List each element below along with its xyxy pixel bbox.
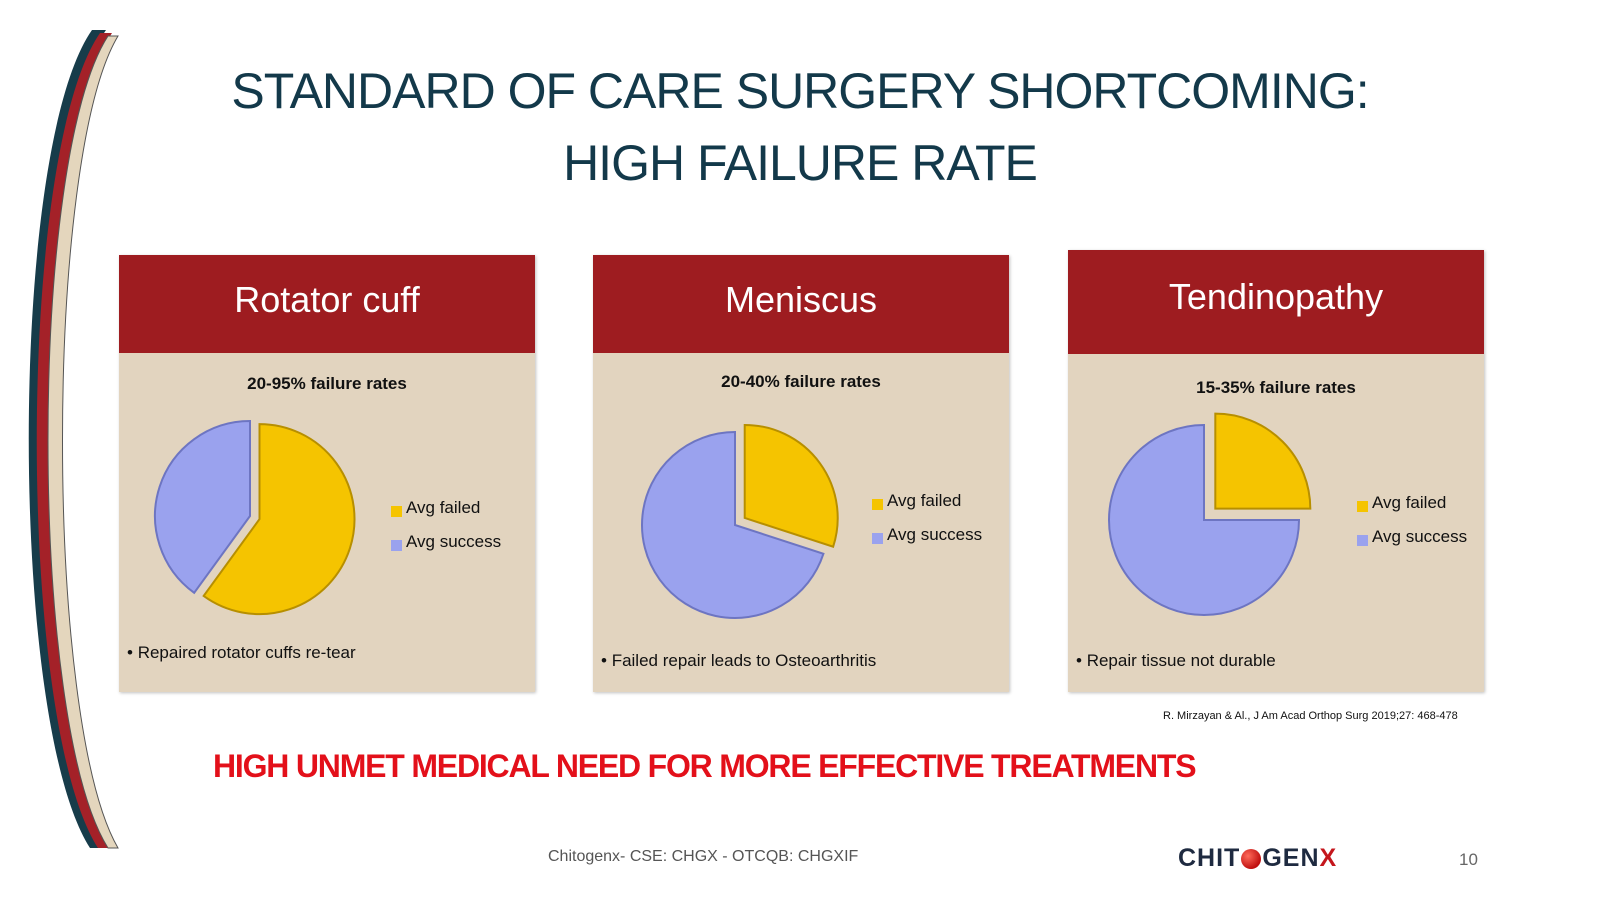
pie-slice-success — [641, 430, 825, 619]
rotator-cuff-header: Rotator cuff — [119, 255, 535, 353]
logo-text-1: CHIT — [1178, 844, 1241, 872]
legend-swatch-failed — [872, 498, 883, 510]
meniscus-panel: Meniscus 20-40% failure rates Avg failed… — [593, 255, 1009, 692]
slide-title-line-2: HIGH FAILURE RATE — [563, 135, 1038, 191]
legend-item-success: Avg success — [872, 518, 982, 552]
meniscus-subtitle: 20-40% failure rates — [721, 372, 881, 391]
legend-swatch-success — [391, 539, 402, 551]
tendinopathy-legend: Avg failed Avg success — [1357, 486, 1467, 554]
logo-text-2: GEN — [1262, 844, 1320, 872]
rotator-cuff-subtitle: 20-95% failure rates — [247, 374, 407, 393]
legend-label-success: Avg success — [1372, 527, 1468, 546]
legend-label-failed: Avg failed — [887, 491, 962, 510]
legend-item-failed: Avg failed — [872, 484, 982, 518]
legend-label-success: Avg success — [887, 525, 983, 544]
footer-ticker: Chitogenx- CSE: CHGX - OTCQB: CHGXIF — [548, 848, 859, 865]
legend-item-failed: Avg failed — [391, 491, 501, 525]
pie-slice-success — [1108, 423, 1301, 616]
pie-slice-failed — [1214, 412, 1312, 510]
page-number: 10 — [1459, 850, 1478, 869]
legend-swatch-failed — [391, 505, 402, 517]
tendinopathy-note: • Repair tissue not durable — [1076, 651, 1276, 670]
rotator-cuff-panel: Rotator cuff 20-95% failure rates Avg fa… — [119, 255, 535, 692]
legend-swatch-failed — [1357, 500, 1368, 512]
rotator-cuff-note-text: Repaired rotator cuffs re-tear — [137, 643, 356, 662]
rotator-cuff-pie — [154, 419, 356, 616]
tendinopathy-pie — [1108, 412, 1312, 616]
tendinopathy-note-text: Repair tissue not durable — [1086, 651, 1276, 670]
unmet-need-banner: HIGH UNMET MEDICAL NEED FOR MORE EFFECTI… — [213, 748, 1197, 784]
tendinopathy-header: Tendinopathy — [1068, 250, 1484, 354]
meniscus-note-text: Failed repair leads to Osteoarthritis — [611, 651, 877, 670]
legend-label-failed: Avg failed — [406, 498, 481, 517]
meniscus-pie — [641, 423, 839, 619]
tendinopathy-subtitle: 15-35% failure rates — [1196, 378, 1356, 397]
reference-citation: R. Mirzayan & Al., J Am Acad Orthop Surg… — [1163, 710, 1458, 722]
logo-text-3: X — [1319, 844, 1338, 872]
slide-title-line-1: STANDARD OF CARE SURGERY SHORTCOMING: — [231, 63, 1369, 119]
legend-item-failed: Avg failed — [1357, 486, 1467, 520]
tendinopathy-panel: Tendinopathy 15-35% failure rates Avg fa… — [1068, 250, 1484, 692]
decorative-arcs — [28, 30, 119, 849]
chitogenx-logo: CHIT GEN X — [1178, 844, 1337, 873]
legend-item-success: Avg success — [1357, 520, 1467, 554]
legend-swatch-success — [872, 532, 883, 544]
rotator-cuff-note: • Repaired rotator cuffs re-tear — [127, 643, 356, 662]
pie-slice-failed — [743, 423, 839, 548]
rotator-cuff-legend: Avg failed Avg success — [391, 491, 501, 559]
logo-red-dot-icon — [1241, 848, 1262, 869]
legend-label-success: Avg success — [406, 532, 502, 551]
legend-item-success: Avg success — [391, 525, 501, 559]
meniscus-note: • Failed repair leads to Osteoarthritis — [601, 651, 877, 670]
meniscus-header: Meniscus — [593, 255, 1009, 353]
pie-slice-success — [154, 419, 251, 595]
legend-label-failed: Avg failed — [1372, 493, 1447, 512]
pie-slice-failed — [202, 423, 356, 616]
meniscus-legend: Avg failed Avg success — [872, 484, 982, 552]
legend-swatch-success — [1357, 534, 1368, 546]
